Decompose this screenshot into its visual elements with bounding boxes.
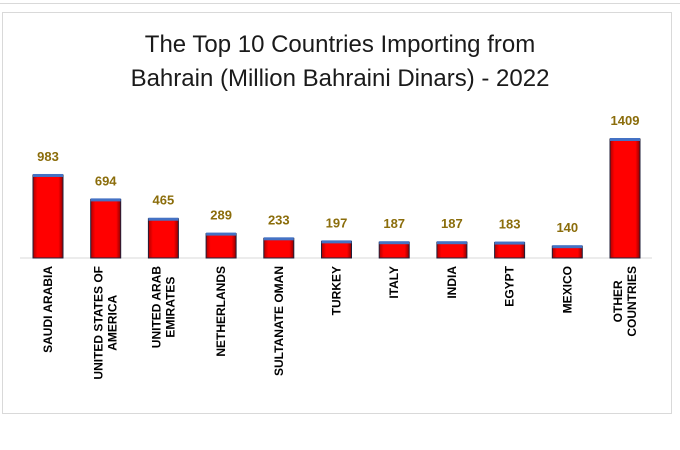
category-tick-label: SULTANATE OMAN bbox=[272, 266, 286, 376]
category-tick-label: MEXICO bbox=[560, 266, 574, 313]
category-tick-label: EMIRATES bbox=[163, 277, 177, 338]
category-tick-label: UNITED STATES OF bbox=[92, 266, 106, 380]
category-tick-label: EGYPT bbox=[503, 265, 517, 306]
data-label: 233 bbox=[268, 212, 290, 227]
data-label: 187 bbox=[441, 216, 463, 231]
bar-top-edge bbox=[436, 241, 467, 245]
data-label: 140 bbox=[556, 220, 578, 235]
bar-top-edge bbox=[552, 245, 583, 249]
bar-top-edge bbox=[321, 240, 352, 244]
chart-title-line-2: Bahrain (Million Bahraini Dinars) - 2022 bbox=[130, 65, 550, 92]
bar-top-edge bbox=[610, 138, 640, 141]
bar-top-edge bbox=[263, 237, 294, 241]
data-label: 197 bbox=[326, 215, 348, 230]
bar-top-edge bbox=[206, 232, 237, 236]
bar-top-edge bbox=[494, 241, 525, 245]
bar-top-edge bbox=[90, 198, 121, 202]
data-label: 289 bbox=[210, 208, 232, 223]
bar bbox=[494, 242, 526, 259]
bar bbox=[32, 174, 64, 259]
bar bbox=[321, 240, 352, 259]
data-label: 983 bbox=[37, 149, 59, 164]
bar bbox=[378, 241, 410, 259]
category-tick-label: INDIA bbox=[445, 266, 459, 299]
category-tick-label: ITALY bbox=[387, 266, 401, 299]
category-tick-label: UNITED ARAB bbox=[149, 266, 163, 349]
category-tick-label: COUNTRIES bbox=[625, 266, 639, 337]
data-label: 1409 bbox=[611, 113, 640, 128]
chart-title: The Top 10 Countries Importing from Bahr… bbox=[0, 28, 680, 96]
chart-frame bbox=[2, 12, 672, 414]
data-label: 465 bbox=[153, 193, 175, 208]
bar-top-edge bbox=[148, 217, 179, 221]
bar bbox=[436, 241, 468, 259]
category-tick-label: NETHERLANDS bbox=[214, 266, 228, 357]
data-label: 187 bbox=[383, 216, 405, 231]
category-tick-label: SAUDI ARABIA bbox=[41, 266, 55, 353]
data-label: 183 bbox=[499, 217, 521, 232]
bar-top-edge bbox=[33, 173, 63, 177]
bar bbox=[205, 233, 237, 259]
category-tick-label: TURKEY bbox=[330, 266, 344, 315]
category-tick-label: AMERICA bbox=[106, 294, 120, 350]
bar bbox=[90, 198, 122, 259]
chart-title-line-1: The Top 10 Countries Importing from bbox=[144, 31, 536, 58]
bar-top-edge bbox=[379, 241, 410, 245]
bar bbox=[263, 237, 295, 259]
top-divider bbox=[0, 3, 680, 4]
data-label: 694 bbox=[95, 173, 117, 188]
bar bbox=[147, 218, 179, 259]
category-tick-label: OTHER bbox=[611, 280, 625, 322]
bar bbox=[609, 138, 641, 259]
